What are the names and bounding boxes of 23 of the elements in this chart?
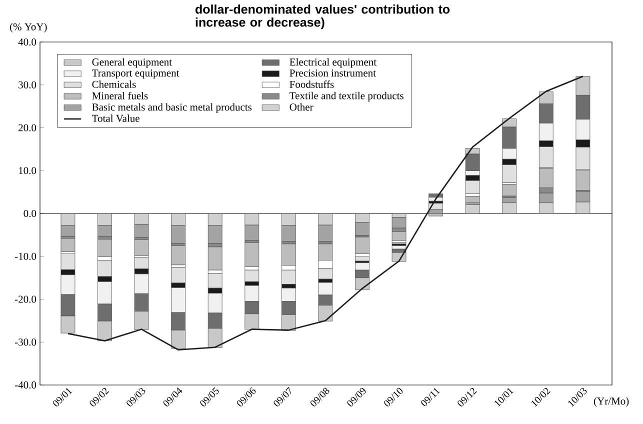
- legend-label: Chemicals: [92, 80, 136, 88]
- y-tick-label: 0.0: [24, 210, 36, 218]
- chart-title: dollar-denominated values' contribution to increase or decrease): [196, 4, 450, 30]
- y-tick-label: 20.0: [18, 124, 36, 132]
- y-tick-label: 10.0: [19, 167, 36, 174]
- y-tick-label: -30.0: [14, 338, 36, 346]
- y-tick-label: 40.0: [18, 38, 36, 46]
- legend-label: Mineral fuels: [92, 92, 148, 100]
- legend-label: Other: [290, 103, 314, 111]
- y-tick-label: 30.0: [18, 81, 36, 88]
- legend-label: Foodstuffs: [290, 80, 334, 88]
- y-tick-label: -20.0: [14, 296, 36, 303]
- legend-label: General equipment: [92, 58, 172, 68]
- legend-label: Total Value: [92, 114, 140, 122]
- legend-label: Precision instrument: [290, 70, 376, 77]
- legend-label: Transport equipment: [92, 70, 180, 79]
- y-tick-label: -40.0: [14, 381, 36, 389]
- y-axis-title: (% YoY): [10, 22, 47, 32]
- y-tick-label: -10.0: [14, 252, 36, 260]
- legend-label: Basic metals and basic metal products: [92, 103, 252, 113]
- legend-label: Textile and textile products: [290, 92, 404, 102]
- legend-label: Electrical equipment: [290, 58, 377, 68]
- x-axis-title: (Yr/Mo): [594, 397, 629, 407]
